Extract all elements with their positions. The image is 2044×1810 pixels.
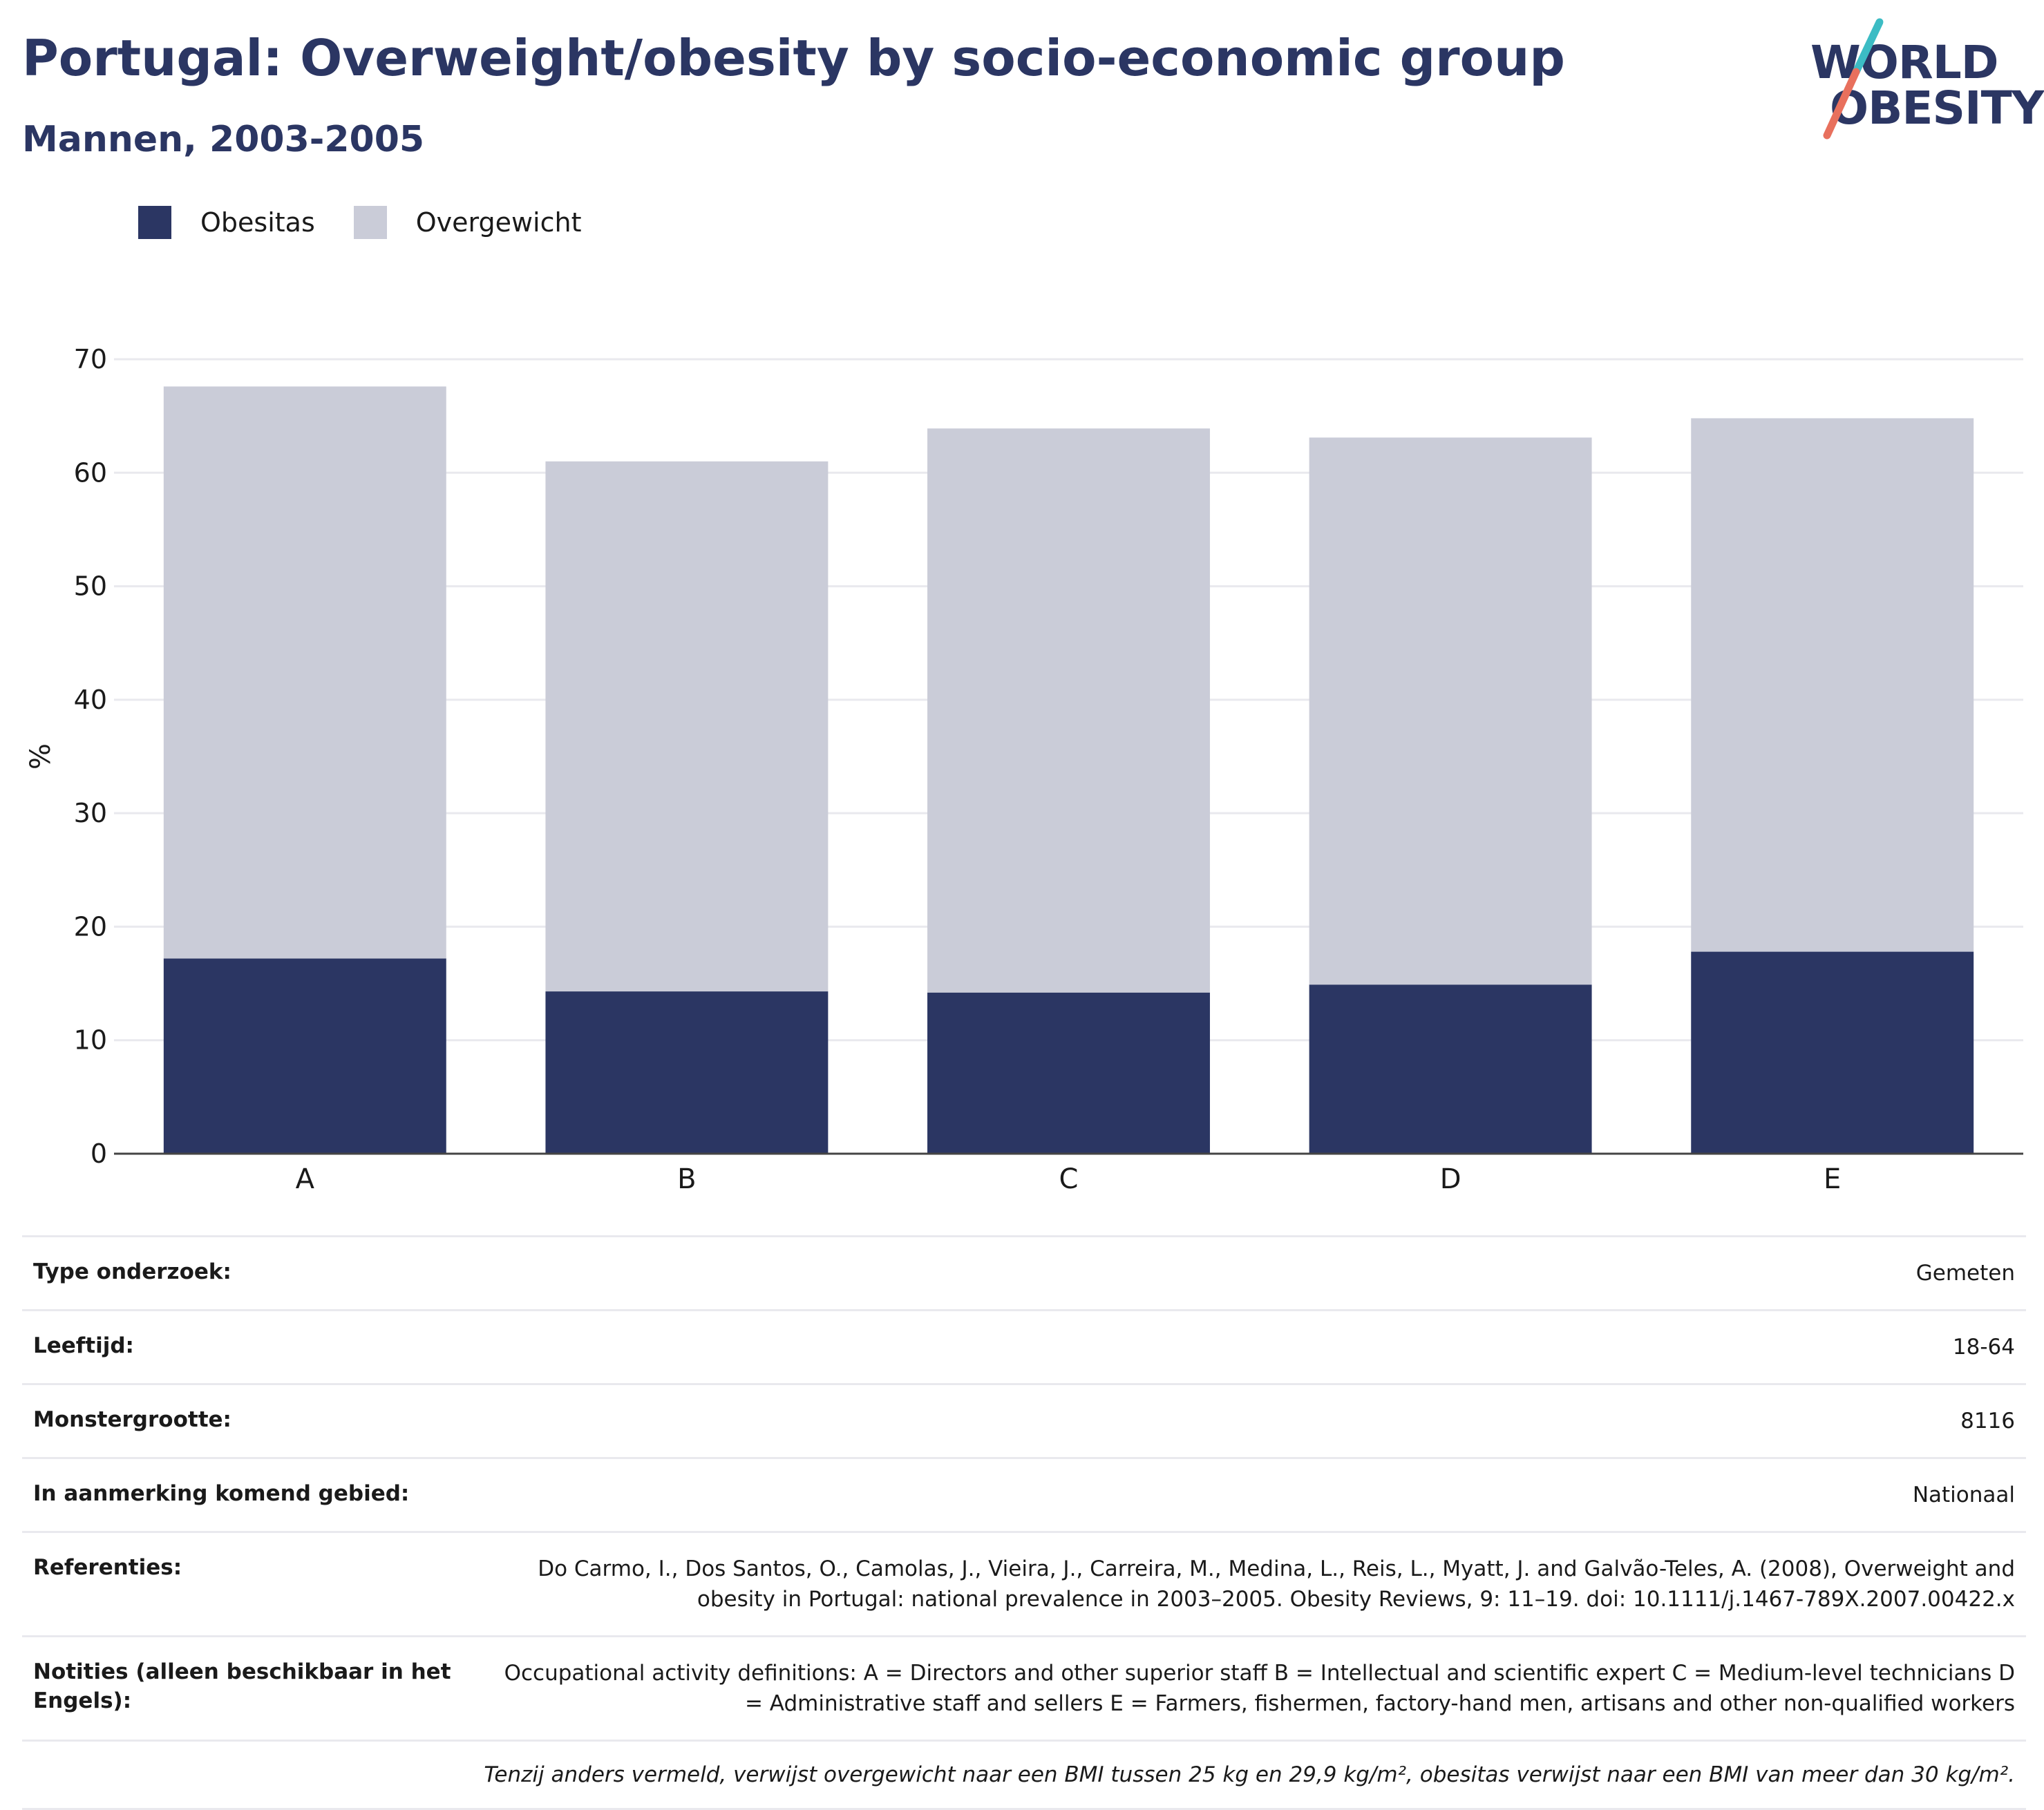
x-tick-label: E bbox=[1824, 1163, 1841, 1195]
y-tick-label: 20 bbox=[74, 911, 107, 942]
legend-label-overgewicht: Overgewicht bbox=[415, 207, 582, 238]
bar-obesitas-d bbox=[1309, 984, 1592, 1154]
legend-item-obesitas[interactable]: Obesitas bbox=[138, 206, 315, 239]
info-value: 18-64 bbox=[1952, 1335, 2015, 1360]
logo-slash-icon bbox=[1823, 18, 1884, 140]
x-tick-label: A bbox=[296, 1163, 315, 1195]
bar-obesitas-c bbox=[927, 992, 1210, 1154]
y-tick-label: 0 bbox=[91, 1139, 107, 1169]
world-obesity-logo: WORLD OBESITY bbox=[1797, 14, 2044, 152]
x-tick-label: B bbox=[677, 1163, 696, 1195]
y-axis-label: % bbox=[25, 743, 57, 770]
bar-obesitas-a bbox=[163, 958, 446, 1154]
info-label: Monstergrootte: bbox=[33, 1407, 231, 1433]
bar-overgewicht-d bbox=[1309, 437, 1592, 985]
x-tick-label: D bbox=[1440, 1163, 1461, 1195]
info-value: Do Carmo, I., Dos Santos, O., Camolas, J… bbox=[538, 1556, 2015, 1612]
x-tick-label: C bbox=[1059, 1163, 1079, 1195]
info-label: In aanmerking komend gebied: bbox=[33, 1481, 410, 1507]
bar-obesitas-b bbox=[545, 991, 829, 1154]
info-row-footnote: Tenzij anders vermeld, verwijst overgewi… bbox=[22, 1740, 2026, 1810]
bar-overgewicht-a bbox=[163, 386, 446, 959]
y-tick-label: 70 bbox=[74, 344, 107, 374]
info-row-notes: Notities (alleen beschikbaar in het Enge… bbox=[22, 1635, 2026, 1740]
info-value: Occupational activity definitions: A = D… bbox=[504, 1661, 2015, 1717]
page-subtitle: Mannen, 2003-2005 bbox=[22, 119, 425, 160]
info-label: Notities (alleen beschikbaar in het Enge… bbox=[33, 1659, 451, 1713]
bar-obesitas-e bbox=[1691, 951, 1974, 1154]
logo-line-2: OBESITY bbox=[1830, 82, 2044, 135]
legend-swatch-obesitas bbox=[138, 206, 171, 239]
info-row-age: Leeftijd: 18-64 bbox=[22, 1309, 2026, 1383]
info-value: Gemeten bbox=[1915, 1261, 2015, 1286]
y-tick-label: 40 bbox=[74, 685, 107, 715]
info-value: 8116 bbox=[1960, 1409, 2015, 1434]
info-value: Nationaal bbox=[1912, 1483, 2015, 1508]
y-tick-label: 60 bbox=[74, 457, 107, 488]
page-title: Portugal: Overweight/obesity by socio-ec… bbox=[22, 29, 1565, 87]
bar-overgewicht-b bbox=[545, 461, 829, 992]
info-row-area: In aanmerking komend gebied: Nationaal bbox=[22, 1457, 2026, 1531]
logo-line-1: WORLD bbox=[1810, 36, 1999, 89]
y-tick-label: 30 bbox=[74, 798, 107, 828]
info-row-sample-size: Monstergrootte: 8116 bbox=[22, 1383, 2026, 1457]
bar-overgewicht-c bbox=[927, 428, 1210, 993]
info-table: Type onderzoek: Gemeten Leeftijd: 18-64 … bbox=[22, 1235, 2026, 1810]
legend-item-overgewicht[interactable]: Overgewicht bbox=[353, 206, 582, 239]
y-tick-label: 50 bbox=[74, 571, 107, 602]
chart-legend: Obesitas Overgewicht bbox=[138, 206, 621, 239]
info-row-type: Type onderzoek: Gemeten bbox=[22, 1235, 2026, 1309]
bar-overgewicht-e bbox=[1691, 418, 1974, 952]
info-label: Referenties: bbox=[33, 1555, 182, 1581]
legend-label-obesitas: Obesitas bbox=[200, 207, 315, 238]
footnote: Tenzij anders vermeld, verwijst overgewi… bbox=[484, 1762, 2015, 1788]
y-tick-label: 10 bbox=[74, 1025, 107, 1056]
info-row-references: Referenties: Do Carmo, I., Dos Santos, O… bbox=[22, 1531, 2026, 1635]
info-label: Type onderzoek: bbox=[33, 1259, 231, 1284]
bar-chart: 0 10 20 30 40 50 60 70% A B C D E bbox=[25, 344, 2023, 1195]
info-label: Leeftijd: bbox=[33, 1333, 134, 1359]
legend-swatch-overgewicht bbox=[353, 206, 387, 239]
